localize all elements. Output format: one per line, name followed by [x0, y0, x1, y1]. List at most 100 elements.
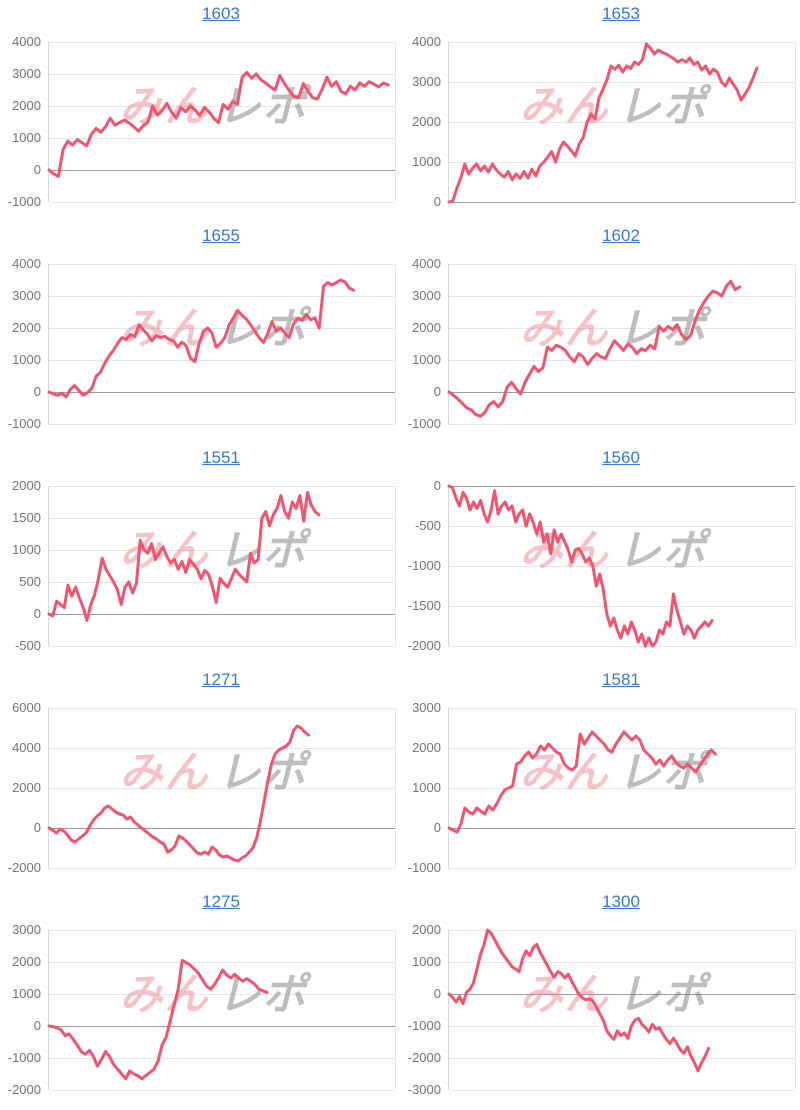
- gridline: [449, 788, 795, 789]
- zero-gridline: [49, 1026, 395, 1027]
- chart-plot: 6000 4000 2000 0 -2000 みんレポ: [8, 700, 396, 875]
- series-line: [447, 730, 717, 834]
- y-tick-label: 2000: [412, 922, 441, 937]
- y-tick-label: 2000: [412, 320, 441, 335]
- chart-card-1300: 1300 2000 1000 0 -1000 -2000 -3000 みんレポ: [400, 888, 800, 1110]
- chart-title-link[interactable]: 1275: [202, 892, 240, 911]
- gridline: [449, 1090, 795, 1091]
- chart-card-1271: 1271 6000 4000 2000 0 -2000 みんレポ: [0, 666, 400, 888]
- chart-card-1602: 1602 4000 3000 2000 1000 0 -1000 みんレポ: [400, 222, 800, 444]
- y-tick-label: -2000: [7, 860, 41, 875]
- series-line: [47, 724, 310, 863]
- gridline: [449, 42, 795, 43]
- chart-card-1653: 1653 4000 3000 2000 1000 0 みんレポ: [400, 0, 800, 222]
- chart-title-link[interactable]: 1300: [602, 892, 640, 911]
- y-tick-label: 6000: [12, 700, 41, 715]
- chart-title-link[interactable]: 1603: [202, 4, 240, 23]
- y-tick-label: 3000: [412, 288, 441, 303]
- series-line-svg: [447, 730, 717, 834]
- gridline: [449, 360, 795, 361]
- chart-card-1655: 1655 4000 3000 2000 1000 0 -1000 みんレポ: [0, 222, 400, 444]
- series-line: [47, 70, 390, 178]
- chart-card-1603: 1603 4000 3000 2000 1000 0 -1000 みんレポ: [0, 0, 400, 222]
- y-tick-label: 4000: [12, 256, 41, 271]
- series-line: [47, 958, 269, 1081]
- gridline: [49, 994, 395, 995]
- gridline: [49, 138, 395, 139]
- series-line-svg: [47, 724, 310, 863]
- zero-gridline: [449, 392, 795, 393]
- gridline: [49, 788, 395, 789]
- gridline: [449, 606, 795, 607]
- y-tick-label: 0: [433, 194, 441, 209]
- y-tick-label: 2000: [12, 320, 41, 335]
- series-line: [447, 279, 742, 418]
- gridline: [49, 486, 395, 487]
- y-tick-label: -500: [14, 638, 41, 653]
- chart-title-link[interactable]: 1655: [202, 226, 240, 245]
- series-line-svg: [47, 278, 355, 399]
- chart-title-row: 1551: [48, 448, 394, 468]
- series-line-svg: [47, 958, 269, 1081]
- chart-title-link[interactable]: 1581: [602, 670, 640, 689]
- y-tick-label: -1000: [7, 416, 41, 431]
- chart-title-row: 1602: [448, 226, 794, 246]
- y-tick-label: 3000: [12, 66, 41, 81]
- y-tick-label: -2000: [407, 1050, 441, 1065]
- series-line: [47, 490, 321, 622]
- chart-card-1560: 1560 0 -500 -1000 -1500 -2000 みんレポ: [400, 444, 800, 666]
- gridline: [49, 518, 395, 519]
- gridline: [49, 868, 395, 869]
- gridline: [449, 930, 795, 931]
- gridline: [449, 748, 795, 749]
- chart-title-link[interactable]: 1271: [202, 670, 240, 689]
- gridline: [49, 74, 395, 75]
- chart-plot: 3000 2000 1000 0 -1000 みんレポ: [408, 700, 796, 875]
- gridline: [449, 1026, 795, 1027]
- series-line-svg: [47, 490, 321, 622]
- gridline: [49, 962, 395, 963]
- y-tick-label: -2000: [7, 1082, 41, 1097]
- y-tick-label: 2000: [412, 114, 441, 129]
- y-tick-label: 2000: [12, 478, 41, 493]
- chart-title-row: 1581: [448, 670, 794, 690]
- y-tick-label: 3000: [12, 922, 41, 937]
- series-line-svg: [447, 928, 710, 1073]
- gridline: [449, 328, 795, 329]
- series-line-svg: [447, 279, 742, 418]
- y-tick-label: 2000: [12, 780, 41, 795]
- gridline: [49, 1090, 395, 1091]
- gridline: [49, 748, 395, 749]
- y-tick-label: 1000: [412, 954, 441, 969]
- gridline: [49, 42, 395, 43]
- y-tick-label: 1000: [412, 352, 441, 367]
- y-tick-label: 4000: [12, 34, 41, 49]
- series-line-svg: [47, 70, 390, 178]
- chart-title-link[interactable]: 1560: [602, 448, 640, 467]
- zero-gridline: [449, 486, 795, 487]
- y-tick-label: 0: [433, 384, 441, 399]
- gridline: [449, 1058, 795, 1059]
- gridline: [49, 930, 395, 931]
- chart-title-row: 1655: [48, 226, 394, 246]
- zero-gridline: [449, 828, 795, 829]
- zero-gridline: [49, 614, 395, 615]
- chart-title-link[interactable]: 1602: [602, 226, 640, 245]
- gridline: [49, 264, 395, 265]
- series-line: [447, 42, 759, 204]
- gridline: [449, 566, 795, 567]
- chart-plot: 2000 1000 0 -1000 -2000 -3000 みんレポ: [408, 922, 796, 1097]
- y-tick-label: -1000: [407, 416, 441, 431]
- gridline: [49, 424, 395, 425]
- chart-title-link[interactable]: 1653: [602, 4, 640, 23]
- y-tick-label: 2000: [12, 98, 41, 113]
- y-tick-label: 3000: [12, 288, 41, 303]
- gridline: [449, 296, 795, 297]
- chart-plot: 0 -500 -1000 -1500 -2000 みんレポ: [408, 478, 796, 653]
- y-tick-label: 3000: [412, 700, 441, 715]
- y-tick-label: 0: [33, 606, 41, 621]
- chart-title-link[interactable]: 1551: [202, 448, 240, 467]
- gridline: [449, 424, 795, 425]
- chart-card-1581: 1581 3000 2000 1000 0 -1000 みんレポ: [400, 666, 800, 888]
- series-line: [447, 928, 710, 1073]
